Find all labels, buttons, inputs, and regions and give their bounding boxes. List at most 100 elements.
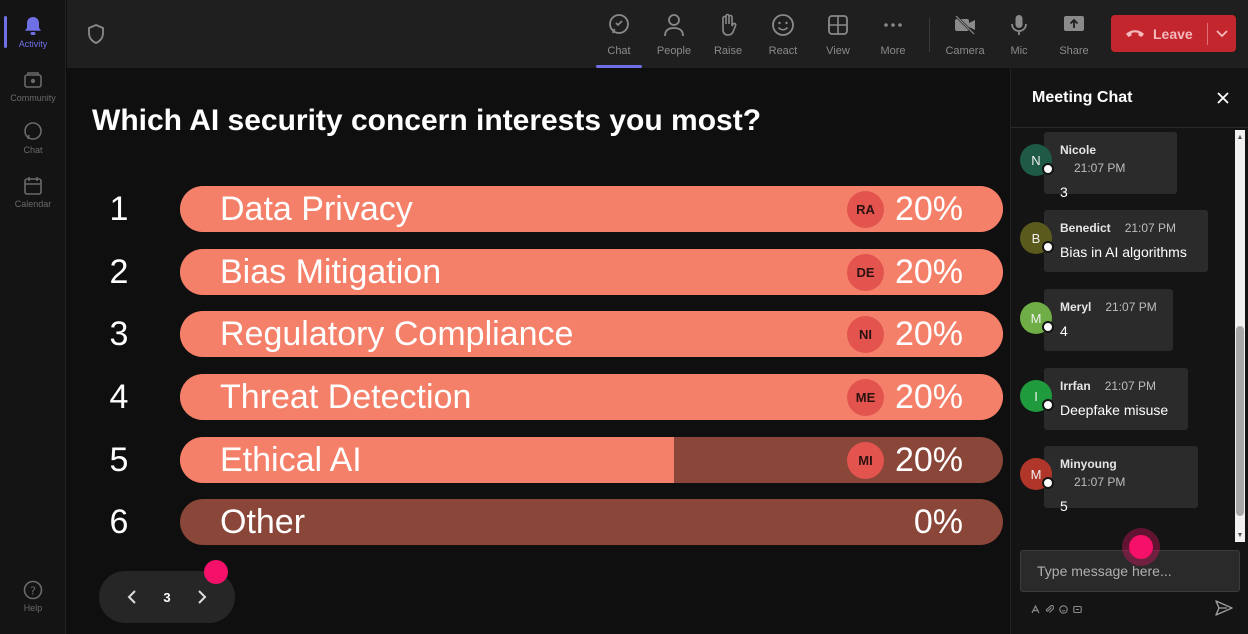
share-button[interactable]: Share xyxy=(1049,10,1099,60)
community-icon xyxy=(23,70,43,90)
poll-option[interactable]: 5 Ethical AI MI 20% xyxy=(67,437,1010,483)
rail-item-chat[interactable]: Chat xyxy=(0,112,66,164)
rail-item-activity[interactable]: Activity xyxy=(0,6,66,58)
close-icon[interactable] xyxy=(1213,88,1233,108)
chat-title: Meeting Chat xyxy=(1032,89,1133,106)
share-label: Share xyxy=(1059,45,1089,57)
rail-item-help[interactable]: ? Help xyxy=(0,570,66,622)
message-bubble: Irrfan 21:07 PM Deepfake misuse xyxy=(1044,368,1188,430)
option-number: 3 xyxy=(109,315,129,353)
rail-label: Chat xyxy=(23,144,43,155)
emoji-icon[interactable] xyxy=(1058,604,1068,614)
option-bar: Regulatory Compliance NI 20% xyxy=(180,311,1003,357)
scroll-up-icon[interactable]: ▲ xyxy=(1236,133,1244,141)
message-text: 5 xyxy=(1060,498,1068,514)
view-label: View xyxy=(826,45,850,57)
people-button[interactable]: People xyxy=(649,10,699,60)
chat-header: Meeting Chat xyxy=(1011,68,1248,128)
option-label: Other xyxy=(220,503,306,541)
camera-off-icon xyxy=(953,13,977,37)
avatar-initial: B xyxy=(1031,230,1041,246)
chevron-right-icon[interactable] xyxy=(187,582,217,612)
rail-label: Help xyxy=(23,602,43,613)
presence-icon xyxy=(1042,399,1054,411)
option-label: Data Privacy xyxy=(220,190,413,228)
voter-avatar: ME xyxy=(847,379,884,416)
message-text: Bias in AI algorithms xyxy=(1060,244,1187,260)
option-fill xyxy=(180,437,674,483)
presence-icon xyxy=(1042,321,1054,333)
more-button[interactable]: More xyxy=(868,10,918,60)
avatar[interactable]: I xyxy=(1020,380,1054,412)
option-label: Ethical AI xyxy=(220,441,362,479)
meeting-chat-panel: Meeting Chat Nicole 21:07 PM 3 N Benedict… xyxy=(1010,68,1248,634)
sender-name: Nicole xyxy=(1060,143,1097,157)
avatar[interactable]: N xyxy=(1020,144,1054,176)
chat-button[interactable]: Chat xyxy=(594,10,644,68)
poll-option[interactable]: 3 Regulatory Compliance NI 20% xyxy=(67,311,1010,357)
option-number: 4 xyxy=(109,378,129,416)
rail-item-calendar[interactable]: Calendar xyxy=(0,166,66,218)
chat-scrollbar[interactable]: ▲ ▼ xyxy=(1235,130,1245,542)
mic-button[interactable]: Mic xyxy=(994,10,1044,60)
message-time: 21:07 PM xyxy=(1124,221,1177,235)
chevron-down-icon[interactable] xyxy=(1208,15,1236,52)
attach-icon[interactable] xyxy=(1044,604,1054,614)
chat-message-list[interactable]: Nicole 21:07 PM 3 N Benedict 21:07 PM Bias… xyxy=(1011,128,1248,544)
poll-option[interactable]: 4 Threat Detection ME 20% xyxy=(67,374,1010,420)
sender-name: Meryl xyxy=(1060,300,1092,314)
people-label: People xyxy=(656,45,692,57)
react-button[interactable]: React xyxy=(758,10,808,60)
message-bubble: Nicole 21:07 PM 3 xyxy=(1044,132,1177,200)
option-percent: 20% xyxy=(894,441,963,479)
avatar[interactable]: M xyxy=(1020,458,1054,490)
option-label: Threat Detection xyxy=(220,378,472,416)
option-bar: Data Privacy RA 20% xyxy=(180,186,1003,232)
raise-hand-button[interactable]: Raise xyxy=(703,10,753,60)
scrollbar-thumb[interactable] xyxy=(1236,326,1244,516)
option-bar: Ethical AI MI 20% xyxy=(180,437,1003,483)
avatar[interactable]: B xyxy=(1020,222,1054,254)
raise-label: Raise xyxy=(713,45,743,57)
react-label: React xyxy=(768,45,798,57)
leave-main[interactable]: Leave xyxy=(1111,15,1207,52)
message-bubble: Minyoung 21:07 PM 5 xyxy=(1044,446,1198,514)
poll-question: Which AI security concern interests you … xyxy=(92,104,762,137)
presence-icon xyxy=(1042,241,1054,253)
people-icon xyxy=(662,13,686,37)
option-percent: 20% xyxy=(894,378,963,416)
view-button[interactable]: View xyxy=(813,10,863,60)
message-text: 4 xyxy=(1060,323,1068,339)
gif-icon[interactable] xyxy=(1072,604,1082,614)
option-number: 1 xyxy=(109,190,129,228)
sender-name: Irrfan xyxy=(1060,379,1091,393)
more-label: More xyxy=(880,45,906,57)
chat-icon xyxy=(23,121,43,142)
mic-icon xyxy=(1007,13,1031,37)
shield-icon[interactable] xyxy=(87,24,105,44)
hang-up-icon xyxy=(1125,26,1145,42)
voter-avatar: DE xyxy=(847,254,884,291)
leave-button[interactable]: Leave xyxy=(1111,15,1236,52)
leave-label: Leave xyxy=(1153,25,1193,42)
voter-avatar: MI xyxy=(847,442,884,479)
page-number: 3 xyxy=(163,589,171,605)
meeting-toolbar: Chat People Raise React View More xyxy=(67,0,1248,68)
send-icon[interactable] xyxy=(1214,599,1234,617)
chevron-left-icon[interactable] xyxy=(117,582,147,612)
scroll-down-icon[interactable]: ▼ xyxy=(1236,531,1244,539)
leave-separator xyxy=(1207,22,1208,45)
option-label: Regulatory Compliance xyxy=(220,315,574,353)
poll-option[interactable]: 6 Other 0% xyxy=(67,499,1010,545)
rail-label: Activity xyxy=(18,38,48,49)
poll-option[interactable]: 2 Bias Mitigation DE 20% xyxy=(67,249,1010,295)
avatar[interactable]: M xyxy=(1020,302,1054,334)
presence-icon xyxy=(1042,477,1054,489)
camera-button[interactable]: Camera xyxy=(940,10,990,60)
avatar-initial: M xyxy=(1030,310,1042,326)
message-time: 21:07 PM xyxy=(1074,161,1126,175)
poll-option[interactable]: 1 Data Privacy RA 20% xyxy=(67,186,1010,232)
rail-item-community[interactable]: Community xyxy=(0,60,66,112)
format-icon[interactable] xyxy=(1030,604,1040,614)
message-input[interactable] xyxy=(1020,550,1240,592)
